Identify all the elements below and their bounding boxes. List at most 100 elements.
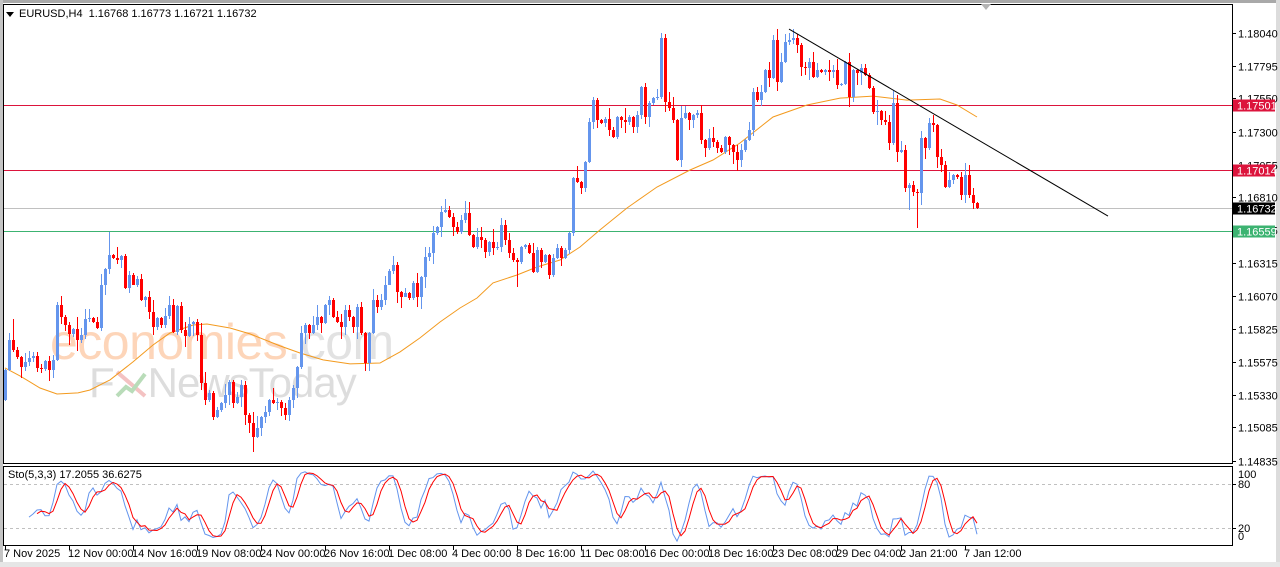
window-frame-left	[0, 0, 3, 567]
candle-body	[72, 329, 75, 334]
bearish-candle	[140, 274, 143, 301]
candle-body	[648, 103, 651, 117]
stochastic-main-line	[28, 470, 978, 543]
bearish-candle	[624, 108, 627, 133]
bullish-candle	[952, 174, 955, 184]
bearish-candle	[804, 62, 807, 75]
candle-body	[708, 138, 711, 148]
bullish-candle	[128, 271, 131, 293]
candle-body	[924, 138, 927, 148]
price-tick-label: 1.16315	[1238, 259, 1278, 271]
candle-body	[840, 84, 843, 85]
candle-wick	[497, 242, 498, 250]
candle-body	[576, 178, 579, 182]
bullish-candle	[692, 114, 695, 128]
bearish-candle	[512, 248, 515, 262]
price-axis[interactable]: 1.180401.177951.175501.173001.170551.168…	[1232, 29, 1278, 469]
candle-body	[112, 255, 115, 258]
candle-body	[196, 322, 199, 335]
candle-body	[744, 140, 747, 150]
bullish-candle	[256, 416, 259, 438]
bearish-candle	[976, 202, 979, 209]
bearish-candle	[688, 112, 691, 130]
bullish-candle	[8, 333, 11, 371]
bearish-candle	[728, 136, 731, 155]
bearish-candle	[492, 229, 495, 255]
bullish-candle	[216, 407, 219, 418]
bullish-candle	[208, 390, 211, 402]
bearish-candle	[608, 108, 611, 136]
candle-wick	[321, 316, 322, 333]
bullish-candle	[460, 215, 463, 234]
price-tag-label: 1.16732	[1237, 204, 1277, 216]
price-tag-background	[1233, 164, 1275, 177]
bullish-candle	[228, 380, 231, 405]
candle-body	[496, 247, 499, 248]
bearish-candle	[644, 83, 647, 124]
bullish-candle	[764, 69, 767, 93]
bearish-candle	[484, 238, 487, 258]
stochastic-layer	[4, 470, 1232, 543]
bullish-candle	[372, 289, 375, 334]
candle-wick	[789, 33, 790, 45]
bullish-candle	[588, 118, 591, 163]
bullish-candle	[120, 255, 123, 268]
candle-body	[540, 250, 543, 262]
candle-body	[80, 335, 83, 340]
candle-body	[880, 111, 883, 120]
candle-body	[128, 275, 131, 288]
bullish-candle	[640, 86, 643, 119]
candle-body	[144, 297, 147, 300]
stochastic-name: Sto(5,3,3)	[8, 469, 57, 481]
candle-body	[348, 310, 351, 317]
bearish-candle	[516, 258, 519, 287]
bearish-candle	[364, 332, 367, 371]
indicator-level-label: 0	[1238, 531, 1244, 543]
candle-body	[672, 108, 675, 120]
candle-body	[440, 212, 443, 227]
bearish-candle	[184, 322, 187, 347]
candle-body	[876, 111, 879, 112]
candle-body	[596, 100, 599, 120]
bullish-candle	[420, 276, 423, 309]
bearish-candle	[916, 189, 919, 228]
bearish-candle	[960, 172, 963, 200]
candle-body	[412, 283, 415, 298]
bullish-candle	[616, 116, 619, 139]
candle-body	[332, 300, 335, 317]
candle-body	[60, 305, 63, 317]
candle-body	[420, 277, 423, 297]
candle-body	[272, 400, 275, 403]
candle-body	[188, 324, 191, 336]
candle-body	[248, 415, 251, 423]
candle-body	[728, 137, 731, 145]
bullish-candle	[224, 384, 227, 408]
candle-body	[640, 87, 643, 115]
candle-body	[212, 393, 215, 417]
bullish-candle	[28, 351, 31, 366]
candle-body	[268, 400, 271, 412]
bullish-candle	[384, 276, 387, 305]
candle-body	[88, 318, 91, 319]
bearish-candle	[196, 319, 199, 341]
candle-body	[96, 322, 99, 328]
one-click-trading-toggle-icon[interactable]	[6, 12, 14, 17]
candle-wick	[517, 258, 518, 287]
bearish-candle	[400, 291, 403, 308]
candle-body	[468, 213, 471, 235]
bearish-candle	[532, 243, 535, 273]
symbol-timeframe: EURUSD,H4	[19, 8, 83, 20]
bullish-candle	[680, 106, 683, 167]
bullish-candle	[816, 63, 819, 78]
chart-shift-marker-icon[interactable]	[981, 4, 991, 10]
bullish-candle	[556, 244, 559, 259]
bullish-candle	[496, 242, 499, 250]
bullish-candle	[464, 201, 467, 223]
bearish-candle	[116, 247, 119, 264]
candle-body	[704, 140, 707, 148]
bullish-candle	[296, 366, 299, 398]
trendline[interactable]	[788, 28, 1109, 217]
